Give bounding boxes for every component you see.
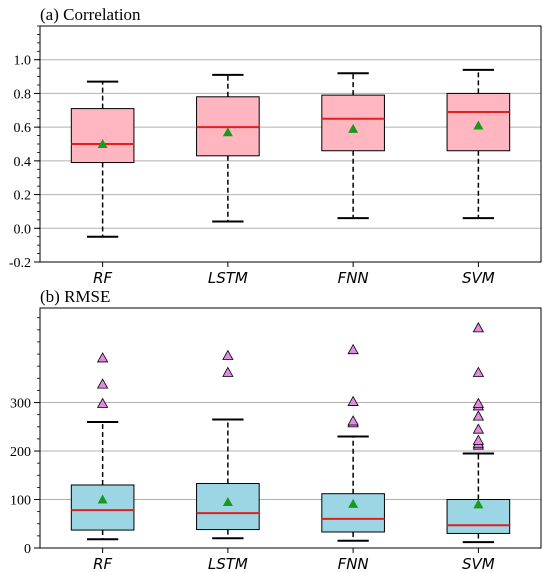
correlation-y-tick-label: 0.2 [14,189,32,204]
correlation-mean-marker [348,123,359,133]
rmse-box-rf [70,352,135,541]
rmse-outlier-marker [222,349,234,360]
rmse-outlier-marker [222,366,234,377]
rmse-mean-marker [348,498,359,508]
correlation-y-tick-label: 0.8 [14,87,32,102]
correlation-y-tick-label: 0.4 [14,155,32,170]
rmse-mean-marker [222,496,233,506]
correlation-x-tick-label: RF [93,269,112,287]
rmse-outlier-marker [472,410,485,421]
rmse-x-tick-label: SVM [462,555,495,572]
rmse-panel: (b) RMSE 0 100 200 300 RF LSTM FNN SVM [10,287,542,572]
rmse-y-tick-label: 0 [24,542,31,557]
rmse-x-tick-label: LSTM [208,555,248,572]
correlation-y-tick-label: 1.0 [14,54,32,69]
correlation-y-tick-label: 0.6 [14,121,32,136]
correlation-mean-marker [473,120,484,130]
correlation-box-rf [70,80,135,238]
correlation-y-tick-label: 0.0 [14,222,32,237]
correlation-box-svm [446,68,511,220]
correlation-x-tick-label: FNN [338,269,369,287]
rmse-outlier-marker [96,378,109,389]
rmse-plot-frame [39,307,542,549]
rmse-mean-marker [97,494,108,504]
rmse-outlier-marker [472,366,485,377]
correlation-x-tick-label: SVM [462,269,495,287]
correlation-iqr-box [321,94,385,152]
rmse-mean-marker [473,499,484,509]
rmse-outlier-marker [472,397,485,408]
correlation-panel-title: (a) Correlation [40,5,141,24]
rmse-outlier-marker [472,434,485,445]
rmse-box-fnn [321,343,385,542]
rmse-outlier-marker [96,352,109,363]
rmse-outlier-marker [347,395,359,406]
rmse-y-tick-label: 200 [10,445,31,460]
correlation-mean-marker [97,139,108,148]
correlation-panel: (a) Correlation -0.2 0.0 0.2 0.4 0.6 0.8 1.0 RF… [9,5,542,287]
correlation-mean-marker [222,127,233,137]
rmse-outlier-marker [347,343,359,355]
correlation-y-tick-label: -0.2 [9,256,31,271]
rmse-y-tick-label: 100 [10,494,31,509]
correlation-iqr-box [70,108,135,164]
rmse-outlier-marker [472,322,485,333]
rmse-x-tick-label: RF [93,555,112,572]
rmse-x-tick-label: FNN [338,555,369,572]
correlation-box-fnn [321,72,385,220]
rmse-panel-title: (b) RMSE [40,287,110,306]
rmse-box-svm [446,322,511,544]
rmse-outlier-marker [347,415,359,426]
rmse-outlier-marker [472,423,485,434]
correlation-box-lstm [196,73,260,223]
correlation-plot-frame [39,25,542,263]
rmse-iqr-box [196,483,260,531]
rmse-box-lstm [196,349,260,540]
rmse-y-tick-label: 300 [10,397,31,412]
rmse-iqr-box [70,484,135,531]
rmse-outlier-marker [96,397,109,408]
correlation-x-tick-label: LSTM [208,269,248,287]
